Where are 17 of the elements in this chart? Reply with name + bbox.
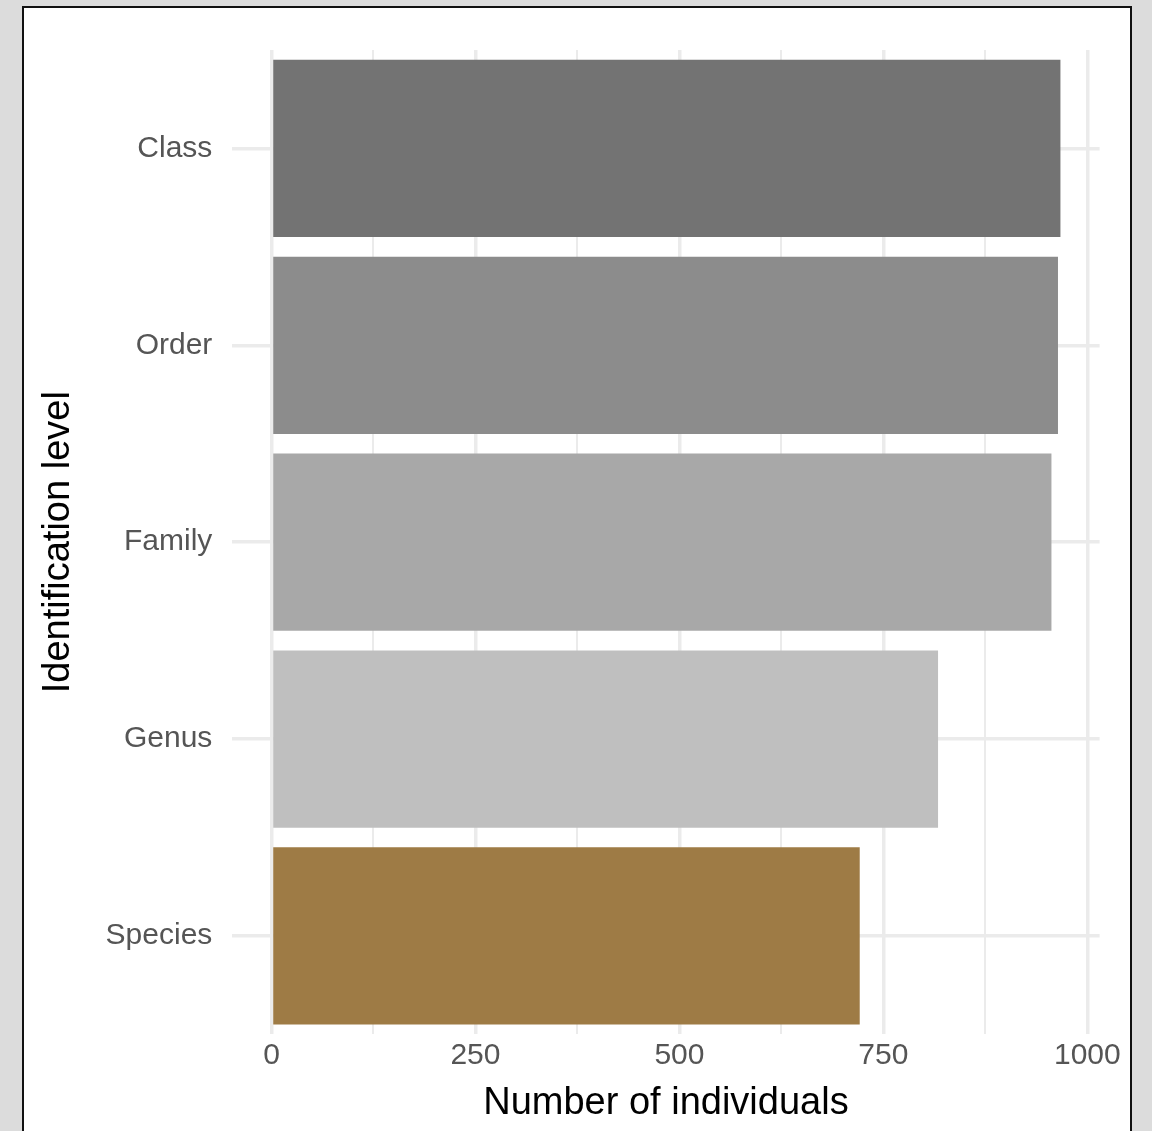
bar <box>273 847 860 1025</box>
y-axis-title: Identification level <box>35 391 78 694</box>
y-tick-label: Order <box>135 326 213 360</box>
bar <box>273 453 1052 631</box>
y-tick-label: Species <box>105 917 213 951</box>
x-tick-label: 1000 <box>1053 1036 1121 1070</box>
bar <box>273 256 1058 434</box>
y-tick-label: Genus <box>123 720 213 754</box>
x-tick-label: 250 <box>450 1036 501 1070</box>
y-tick-label: Family <box>123 523 213 557</box>
x-tick-label: 0 <box>263 1036 280 1070</box>
x-axis-title: Number of individuals <box>483 1079 849 1122</box>
bar <box>273 59 1061 238</box>
x-tick-label: 750 <box>858 1036 909 1070</box>
bar <box>273 650 939 828</box>
x-tick-label: 500 <box>654 1036 705 1070</box>
y-tick-label: Class <box>137 129 213 163</box>
